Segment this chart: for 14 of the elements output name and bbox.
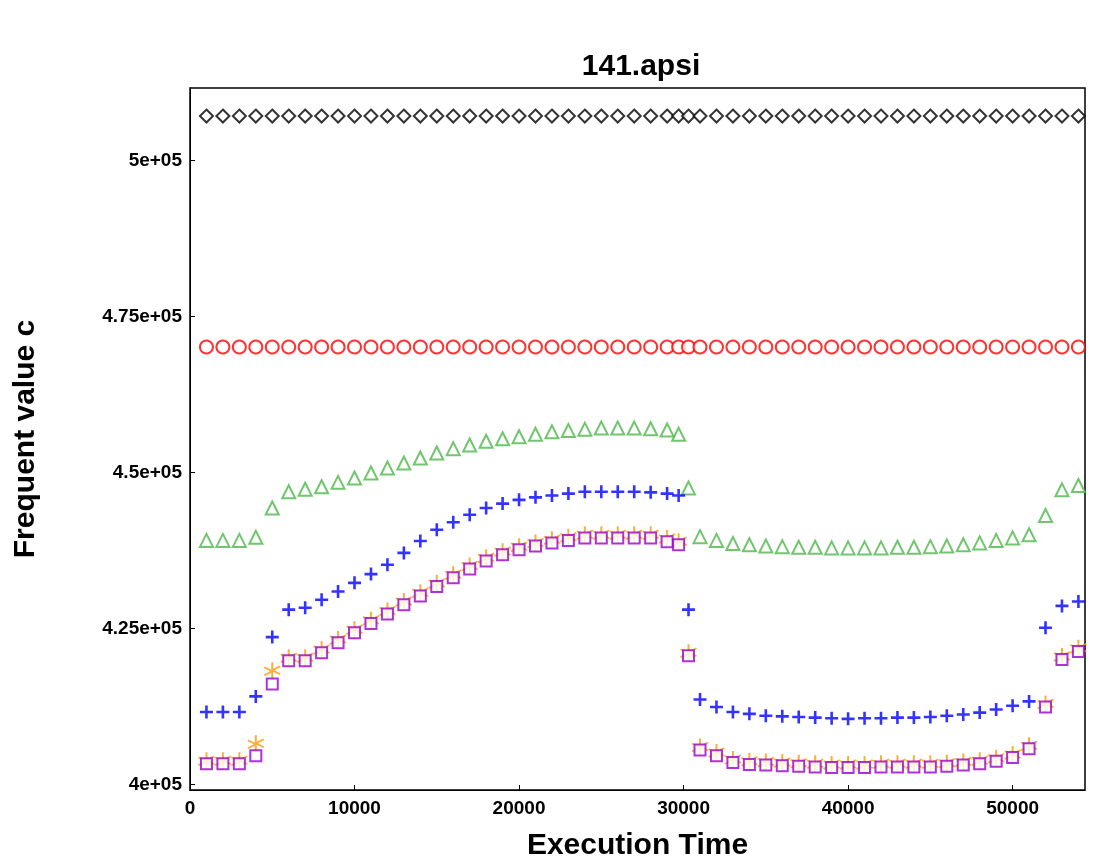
x-tick-label: 40000 [821,797,875,818]
chart-title: 141.apsi [581,47,701,81]
x-tick-label: 50000 [986,797,1040,818]
y-tick-label: 5e+05 [128,149,183,171]
y-axis-title: Frequent value c [6,319,40,559]
x-tick-label: 0 [184,797,196,818]
y-tick-label: 4.75e+05 [102,305,183,327]
x-axis-title: Execution Time [526,826,749,860]
x-tick-label: 30000 [657,797,710,818]
y-tick-label: 4.5e+05 [112,461,183,483]
x-tick-label: 20000 [492,797,546,818]
y-tick-label: 4.25e+05 [102,617,183,639]
y-tick-label: 4e+05 [128,773,183,795]
x-tick-label: 10000 [328,797,381,818]
